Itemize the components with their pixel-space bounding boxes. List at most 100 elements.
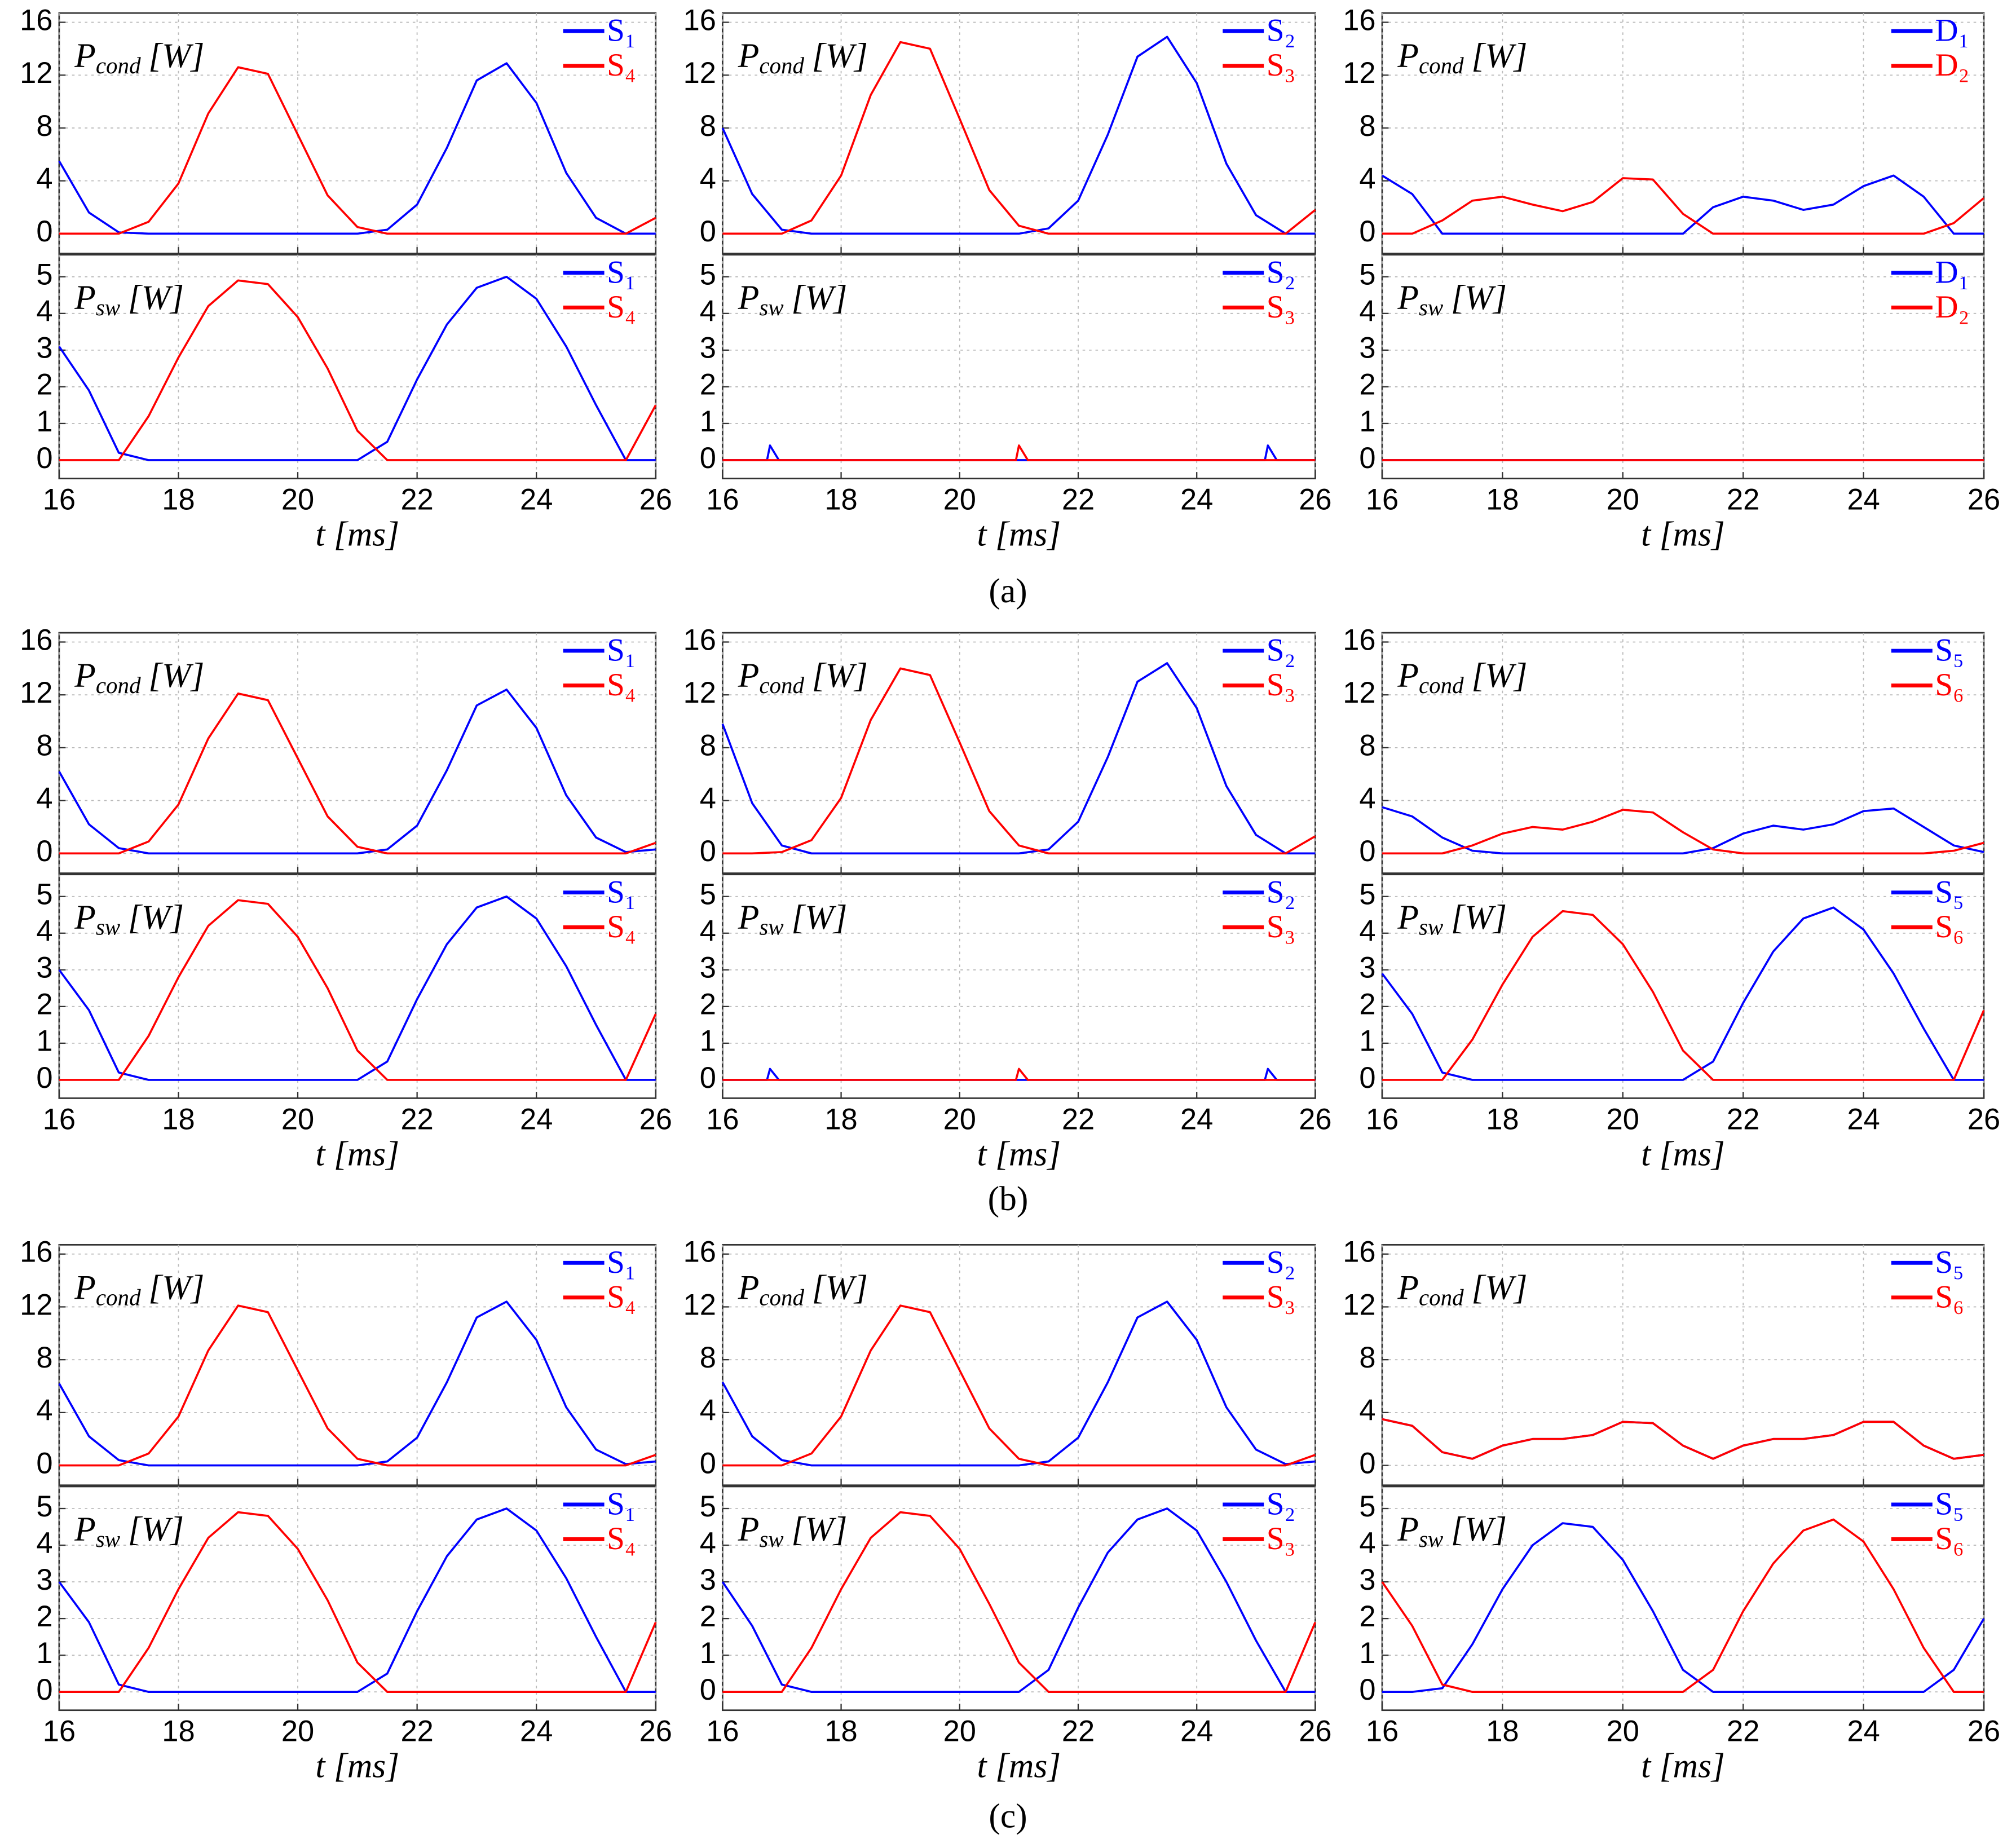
legend-label: S₆: [1935, 1279, 1964, 1315]
y-tick-label: 3: [36, 1564, 52, 1596]
label-subscript: cond: [96, 53, 141, 79]
y-tick-label: 0: [700, 835, 716, 868]
label-unit: [W]: [1471, 1269, 1527, 1307]
y-tick-label: 0: [36, 1674, 52, 1706]
y-tick-label: 8: [36, 110, 52, 143]
data-line: [1382, 1522, 1985, 1693]
y-tick-label: 4: [36, 1395, 52, 1427]
x-tick-label: 24: [1180, 1103, 1213, 1136]
label-symbol: P: [738, 37, 760, 75]
label-unit: [W]: [128, 279, 184, 317]
y-tick-label: 3: [700, 1564, 716, 1596]
data-line: [58, 688, 656, 855]
y-tick-label: 4: [36, 295, 52, 328]
y-tick-label: 3: [700, 332, 716, 365]
x-tick-label: 24: [520, 483, 553, 516]
y-tick-label: 0: [1359, 1062, 1375, 1095]
panel-label: Pcond [W]: [738, 1269, 868, 1311]
y-tick-label: 16: [1343, 624, 1375, 656]
y-tick-label: 8: [36, 1342, 52, 1374]
y-tick-label: 2: [700, 369, 716, 402]
y-tick-label: 3: [36, 332, 52, 365]
y-tick-label: 16: [20, 1236, 52, 1269]
label-symbol: P: [1397, 279, 1419, 317]
y-tick-label: 0: [700, 1674, 716, 1706]
label-symbol: P: [74, 1510, 96, 1549]
x-tick-label: 26: [1299, 1103, 1331, 1136]
label-symbol: P: [738, 1510, 760, 1549]
y-tick-label: 4: [700, 1395, 716, 1427]
x-tick-label: 20: [1607, 1103, 1639, 1136]
x-tick-label: 20: [943, 483, 976, 516]
legend-label: S₁: [607, 633, 636, 668]
panel-label: Psw [W]: [738, 898, 848, 940]
panel-label: Psw [W]: [1397, 279, 1507, 320]
x-tick-label: 20: [281, 1103, 314, 1136]
data-line: [722, 1068, 1316, 1081]
y-tick-label: 4: [36, 782, 52, 815]
label-subscript: sw: [1419, 914, 1444, 940]
y-tick-label: 16: [20, 4, 52, 37]
legend-label: S₃: [1267, 1279, 1296, 1315]
plot-frame: [58, 632, 657, 874]
label-unit: [W]: [148, 37, 204, 75]
x-tick-label: 24: [1847, 483, 1880, 516]
label-subscript: cond: [1419, 53, 1464, 79]
label-unit: [W]: [812, 656, 868, 695]
legend-label: S₃: [1267, 667, 1296, 703]
legend-label: S₅: [1935, 1245, 1964, 1280]
x-tick-label: 16: [1366, 1715, 1399, 1748]
y-tick-label: 5: [700, 879, 716, 911]
y-tick-label: 5: [36, 879, 52, 911]
y-tick-label: 0: [36, 1447, 52, 1480]
data-line: [59, 1511, 657, 1693]
data-line: [59, 1304, 656, 1467]
y-tick-label: 1: [36, 1637, 52, 1670]
label-unit: [W]: [128, 898, 184, 937]
caption: (b): [988, 1180, 1029, 1218]
legend-label: S₄: [607, 667, 636, 703]
y-tick-label: 16: [1343, 1236, 1375, 1269]
y-tick-label: 12: [20, 1289, 52, 1321]
x-axis-label: t [ms]: [977, 1747, 1061, 1785]
legend-label: S₁: [607, 874, 636, 910]
panel-label: Pcond [W]: [738, 656, 868, 698]
x-tick-label: 24: [520, 1715, 553, 1748]
label-subscript: cond: [759, 673, 804, 699]
label-subscript: cond: [96, 673, 141, 699]
caption: (c): [989, 1797, 1027, 1836]
panel-label: Psw [W]: [738, 1510, 848, 1552]
data-line: [59, 279, 657, 461]
x-tick-label: 22: [1062, 483, 1095, 516]
data-line: [1381, 1518, 1984, 1693]
y-tick-label: 4: [700, 162, 716, 195]
y-tick-label: 4: [700, 782, 716, 815]
label-unit: [W]: [148, 656, 204, 695]
y-tick-label: 1: [700, 1637, 716, 1670]
legend-label: S₆: [1935, 1521, 1964, 1556]
x-tick-label: 22: [1727, 1715, 1759, 1748]
x-tick-label: 22: [1062, 1715, 1095, 1748]
x-tick-label: 24: [1847, 1103, 1880, 1136]
x-tick-label: 18: [162, 1715, 195, 1748]
panel-label: Psw [W]: [1397, 1510, 1507, 1552]
data-line: [722, 444, 1316, 461]
legend-label: S₃: [1267, 289, 1296, 325]
data-line: [58, 1300, 656, 1467]
x-tick-label: 20: [943, 1103, 976, 1136]
y-tick-label: 4: [1359, 915, 1375, 948]
legend-label: S₂: [1267, 633, 1296, 668]
legend-label: S₄: [607, 47, 636, 83]
y-tick-label: 2: [1359, 1600, 1375, 1633]
y-tick-label: 8: [36, 730, 52, 762]
data-line: [722, 667, 1316, 855]
x-tick-label: 18: [162, 1103, 195, 1136]
x-tick-label: 26: [1299, 1715, 1331, 1748]
y-tick-label: 4: [700, 295, 716, 328]
